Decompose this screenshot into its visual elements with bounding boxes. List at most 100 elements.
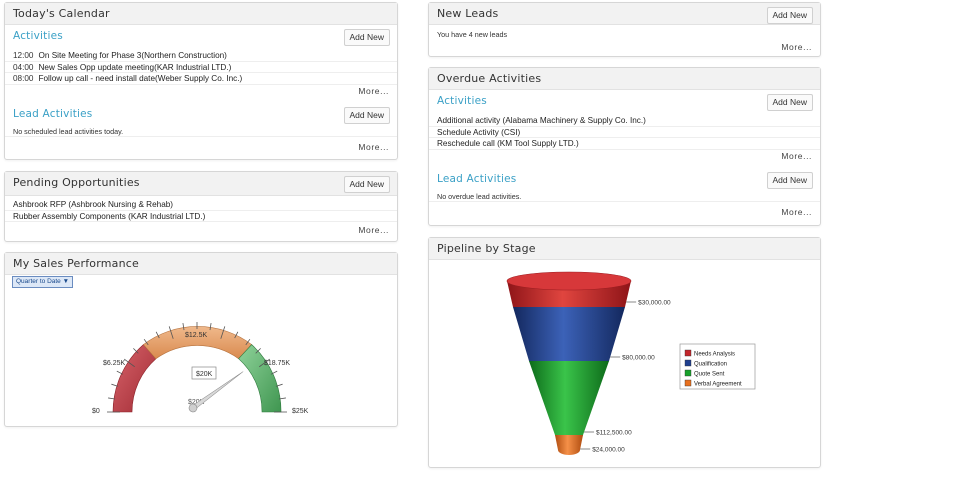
- activities-title[interactable]: Activities: [13, 30, 63, 42]
- activities-section-header: Activities Add New: [5, 25, 397, 47]
- funnel-segments: [506, 271, 632, 455]
- list-item[interactable]: Additional activity (Alabama Machinery &…: [429, 115, 820, 127]
- panel-title: New Leads: [429, 3, 820, 25]
- gauge-tick: [116, 370, 124, 375]
- funnel-value-label: $30,000.00: [638, 300, 671, 307]
- legend-label: Qualification: [694, 362, 727, 368]
- more-link[interactable]: More...: [781, 150, 812, 161]
- more-link[interactable]: More...: [358, 85, 389, 96]
- gauge-tick: [234, 331, 239, 339]
- gauge-band-low: [112, 344, 157, 413]
- opportunities-list: Ashbrook RFP (Ashbrook Nursing & Rehab) …: [5, 199, 397, 222]
- gauge-tick: [259, 358, 271, 368]
- gauge-needle: [188, 371, 244, 413]
- gauge-tick: [143, 338, 149, 346]
- legend-label: Verbal Agreement: [694, 382, 742, 388]
- new-leads-panel: New Leads Add New You have 4 new leads M…: [428, 2, 821, 57]
- period-dropdown[interactable]: Quarter to Date ▼: [12, 276, 74, 288]
- gauge-value-box: [191, 366, 217, 380]
- gauge-tick: [108, 397, 116, 400]
- add-lead-activity-button[interactable]: Add New: [343, 106, 390, 124]
- gauge-tick: [275, 383, 283, 387]
- pending-opportunities-panel: Pending Opportunities Add New Ashbrook R…: [4, 171, 398, 242]
- more-link[interactable]: More...: [781, 206, 812, 217]
- gauge-tick: [270, 370, 278, 375]
- funnel-value-labels: $30,000.00 $80,000.00 $112,500.00 $24,000.0…: [580, 300, 671, 454]
- sales-performance-panel: My Sales Performance Quarter to Date ▼ $…: [4, 252, 398, 427]
- funnel-segment: [555, 435, 583, 455]
- gauge-tick: [155, 331, 160, 339]
- list-item[interactable]: Rubber Assembly Components (KAR Industri…: [5, 211, 397, 222]
- funnel-legend: Needs Analysis Qualification Quote Sent Ver…: [679, 343, 756, 390]
- legend-box: [679, 343, 756, 390]
- lead-activities-section-header: Lead Activities Add New: [5, 103, 397, 125]
- more-link[interactable]: More...: [358, 225, 389, 235]
- pipeline-by-stage-panel: Pipeline by Stage $30,000.00 $80,000.00 $1…: [428, 237, 821, 468]
- overdue-activities-panel: Overdue Activities Activities Add New Ad…: [428, 67, 821, 226]
- gauge-tick: [245, 338, 251, 346]
- funnel-segment: [529, 361, 609, 440]
- gauge-band-high: [238, 344, 282, 413]
- lead-activities-title[interactable]: Lead Activities: [437, 172, 517, 185]
- legend-label: Quote Sent: [694, 372, 725, 378]
- legend-swatch: [684, 359, 692, 367]
- activity-time: 08:00: [13, 74, 34, 83]
- funnel-value-label: $80,000.00: [622, 355, 655, 362]
- add-opportunity-button[interactable]: Add New: [343, 176, 390, 193]
- panel-title: Today's Calendar: [5, 3, 397, 25]
- add-activity-button[interactable]: Add New: [766, 94, 813, 111]
- activities-list: 12:00 On Site Meeting for Phase 3(Norther…: [5, 50, 397, 85]
- panel-title: Overdue Activities: [429, 68, 820, 90]
- gauge-tick: [255, 348, 261, 354]
- list-item[interactable]: 08:00 Follow up call - need install date(…: [5, 73, 397, 85]
- overdue-activities-list: Additional activity (Alabama Machinery &…: [429, 115, 820, 150]
- gauge-tick: [133, 348, 139, 354]
- activity-text[interactable]: On Site Meeting for Phase 3(Northern Con…: [38, 51, 227, 60]
- activity-text[interactable]: Follow up call - need install date(Weber…: [38, 74, 243, 83]
- gauge-mid-label: $12.5K: [185, 332, 208, 339]
- list-item[interactable]: Reschedule call (KM Tool Supply LTD.): [429, 138, 820, 150]
- gauge-tick: [182, 323, 185, 331]
- legend-swatch: [684, 369, 692, 377]
- activities-title[interactable]: Activities: [437, 95, 487, 107]
- gauge-tick: [168, 326, 174, 339]
- sales-gauge: $0 $6.25K $12.5K $18.75K $25K $20K $20K: [92, 322, 309, 415]
- new-leads-note: You have 4 new leads: [437, 30, 508, 39]
- add-lead-activity-button[interactable]: Add New: [766, 171, 813, 189]
- list-item[interactable]: Ashbrook RFP (Ashbrook Nursing & Rehab): [5, 199, 397, 211]
- more-link[interactable]: More...: [358, 141, 389, 152]
- legend-label: Needs Analysis: [694, 352, 735, 358]
- gauge-tick: [220, 326, 226, 339]
- gauge-min-label: $0: [92, 408, 100, 415]
- legend-swatch: [684, 349, 692, 357]
- gauge-tick: [123, 358, 135, 368]
- gauge-tick: [278, 397, 286, 400]
- gauge-ticks: [107, 322, 287, 413]
- funnel-top-cap: [506, 271, 632, 291]
- list-item[interactable]: Schedule Activity (CSI): [429, 127, 820, 138]
- lead-activities-note: No scheduled lead activities today.: [5, 126, 397, 137]
- lead-activities-section-header: Lead Activities Add New: [429, 168, 820, 190]
- lead-activities-note: No overdue lead activities.: [429, 191, 820, 202]
- pipeline-funnel-chart: $30,000.00 $80,000.00 $112,500.00 $24,000.0…: [506, 271, 756, 455]
- panel-title: Pending Opportunities: [5, 172, 397, 196]
- gauge-tick: [111, 383, 119, 387]
- panel-title: My Sales Performance: [5, 253, 397, 275]
- funnel-value-label: $24,000.00: [592, 447, 625, 454]
- add-activity-button[interactable]: Add New: [343, 29, 390, 46]
- gauge-max-label: $25K: [292, 408, 309, 415]
- gauge-value-label: $20K: [196, 371, 213, 378]
- lead-activities-title[interactable]: Lead Activities: [13, 107, 93, 120]
- funnel-segment: [513, 307, 625, 366]
- list-item[interactable]: 04:00 New Sales Opp update meeting(KAR In…: [5, 62, 397, 73]
- gauge-q1-label: $6.25K: [103, 360, 126, 367]
- funnel-value-label: $112,500.00: [596, 430, 632, 437]
- todays-calendar-panel: Today's Calendar Activities Add New 12:0…: [4, 2, 398, 160]
- panel-title: Pipeline by Stage: [429, 238, 820, 260]
- activity-time: 04:00: [13, 62, 34, 72]
- gauge-value-echo: $20K: [188, 399, 205, 406]
- activity-text[interactable]: New Sales Opp update meeting(KAR Industr…: [38, 62, 232, 72]
- add-lead-button[interactable]: Add New: [766, 7, 813, 24]
- list-item[interactable]: 12:00 On Site Meeting for Phase 3(Norther…: [5, 50, 397, 62]
- more-link[interactable]: More...: [781, 42, 812, 52]
